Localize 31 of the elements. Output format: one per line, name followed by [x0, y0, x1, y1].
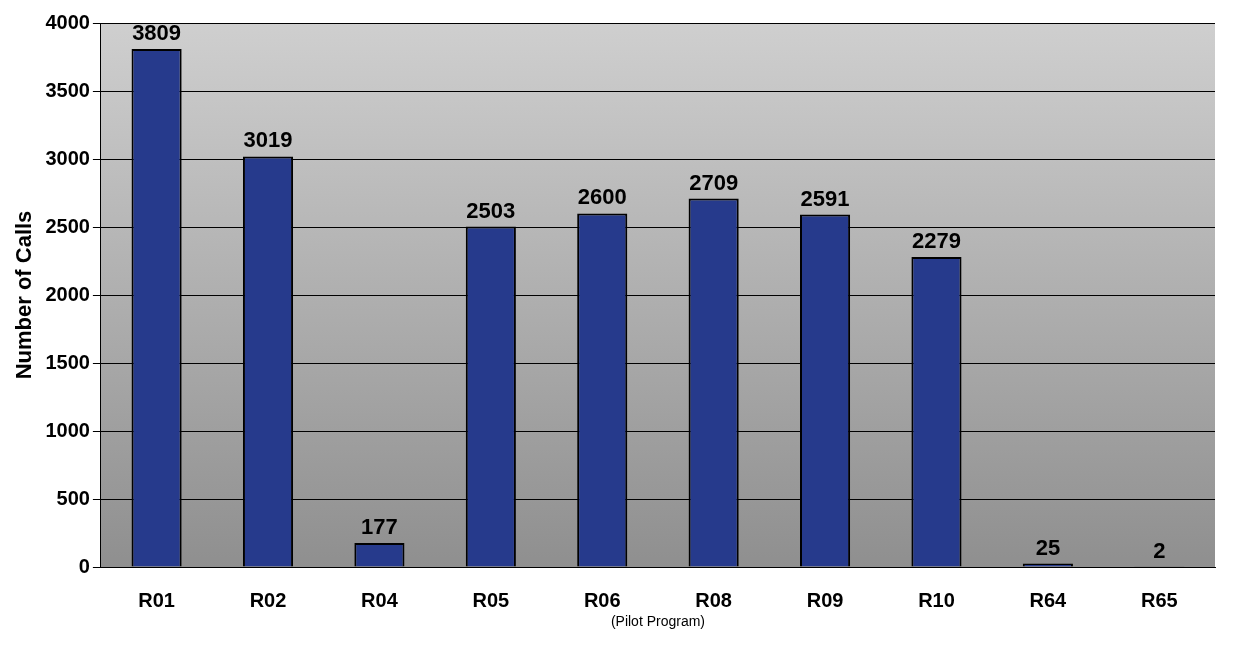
- x-tick-label: R05: [472, 588, 510, 611]
- data-label: 2709: [689, 169, 739, 195]
- x-tick-label: R09: [806, 588, 844, 611]
- data-label: 25: [1035, 534, 1061, 560]
- data-label: 3809: [132, 20, 182, 46]
- x-tick-label: R64: [1029, 588, 1068, 611]
- y-tick-label: 3500: [45, 78, 90, 101]
- y-tick-label: 3000: [45, 146, 90, 169]
- data-label: 2: [1153, 537, 1166, 563]
- text: (Pilot Program): [610, 612, 706, 629]
- x-tick-label: R06: [583, 588, 621, 611]
- data-label: 3019: [243, 127, 293, 153]
- x-tick-label: R10: [918, 588, 955, 611]
- y-tick-label: 0: [78, 554, 90, 577]
- y-tick-label: 4000: [45, 10, 90, 33]
- y-tick-label: 1000: [45, 418, 90, 441]
- y-axis-title: Number of Calls: [11, 210, 37, 380]
- data-label: 2600: [577, 184, 627, 210]
- x-tick-label: R65: [1140, 588, 1178, 611]
- y-tick-label: 500: [56, 486, 90, 509]
- y-tick-label: 2000: [45, 282, 90, 305]
- y-tick-label: 2500: [45, 214, 90, 237]
- x-tick-label: R04: [361, 588, 399, 611]
- x-tick-label: R01: [138, 588, 175, 611]
- data-label: 2591: [800, 185, 850, 211]
- data-label: 2503: [466, 197, 516, 223]
- data-label: 177: [361, 513, 398, 539]
- data-label: 2279: [912, 228, 961, 254]
- y-tick-label: 1500: [45, 350, 90, 373]
- x-tick-label: R02: [249, 588, 287, 611]
- x-tick-label: R08: [695, 588, 732, 611]
